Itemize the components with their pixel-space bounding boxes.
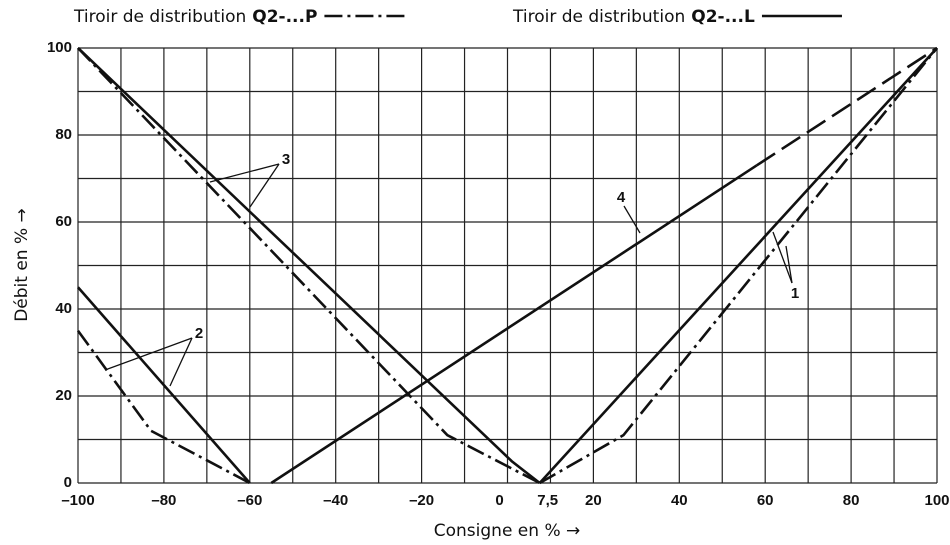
legend-text: Tiroir de distribution — [73, 7, 246, 27]
leader-line — [209, 163, 280, 183]
y-tick-label: 80 — [55, 126, 72, 143]
leader-line — [623, 205, 641, 234]
leader-line — [249, 163, 280, 208]
annotation: 2 — [195, 325, 203, 342]
x-tick-label: 7,5 — [537, 492, 558, 509]
y-tick-label: 20 — [55, 387, 72, 404]
y-tick-label: 100 — [47, 39, 72, 56]
annotation: 3 — [282, 151, 290, 168]
x-axis-label: Consigne en % → — [434, 521, 581, 541]
curve — [77, 47, 541, 485]
x-tick-label: –80 — [151, 492, 176, 509]
x-tick-label: 0 — [495, 492, 503, 509]
x-tick-label: –100 — [61, 492, 94, 509]
leader-line — [772, 231, 793, 284]
legend-bold: Q2-...L — [691, 7, 755, 27]
x-tick-label: 80 — [843, 492, 860, 509]
annotation: 1 — [791, 285, 799, 302]
x-tick-label: –20 — [409, 492, 434, 509]
curve — [270, 164, 758, 485]
leader-line — [785, 245, 793, 284]
y-tick-label: 40 — [55, 300, 72, 317]
leader-line — [169, 337, 193, 387]
y-tick-label: 0 — [64, 474, 72, 491]
legend-label: Tiroir de distribution Q2-...L — [512, 7, 755, 27]
legend-label: Tiroir de distribution Q2-...P — [73, 7, 317, 27]
annotation: 4 — [617, 189, 626, 206]
curve — [539, 47, 939, 485]
leader-line — [104, 337, 193, 371]
curve — [755, 46, 938, 167]
curve — [538, 47, 938, 484]
curve — [77, 47, 541, 485]
x-tick-label: 40 — [671, 492, 688, 509]
curve — [77, 286, 251, 484]
y-axis-label: Débit en % → — [12, 208, 32, 322]
x-tick-label: –60 — [237, 492, 262, 509]
y-tick-label: 60 — [55, 213, 72, 230]
x-tick-label: 20 — [585, 492, 602, 509]
x-tick-label: 100 — [924, 492, 949, 509]
legend-bold: Q2-...P — [252, 7, 317, 27]
curve — [76, 329, 251, 485]
x-tick-label: 60 — [757, 492, 774, 509]
x-tick-label: –40 — [323, 492, 348, 509]
legend-text: Tiroir de distribution — [512, 7, 685, 27]
